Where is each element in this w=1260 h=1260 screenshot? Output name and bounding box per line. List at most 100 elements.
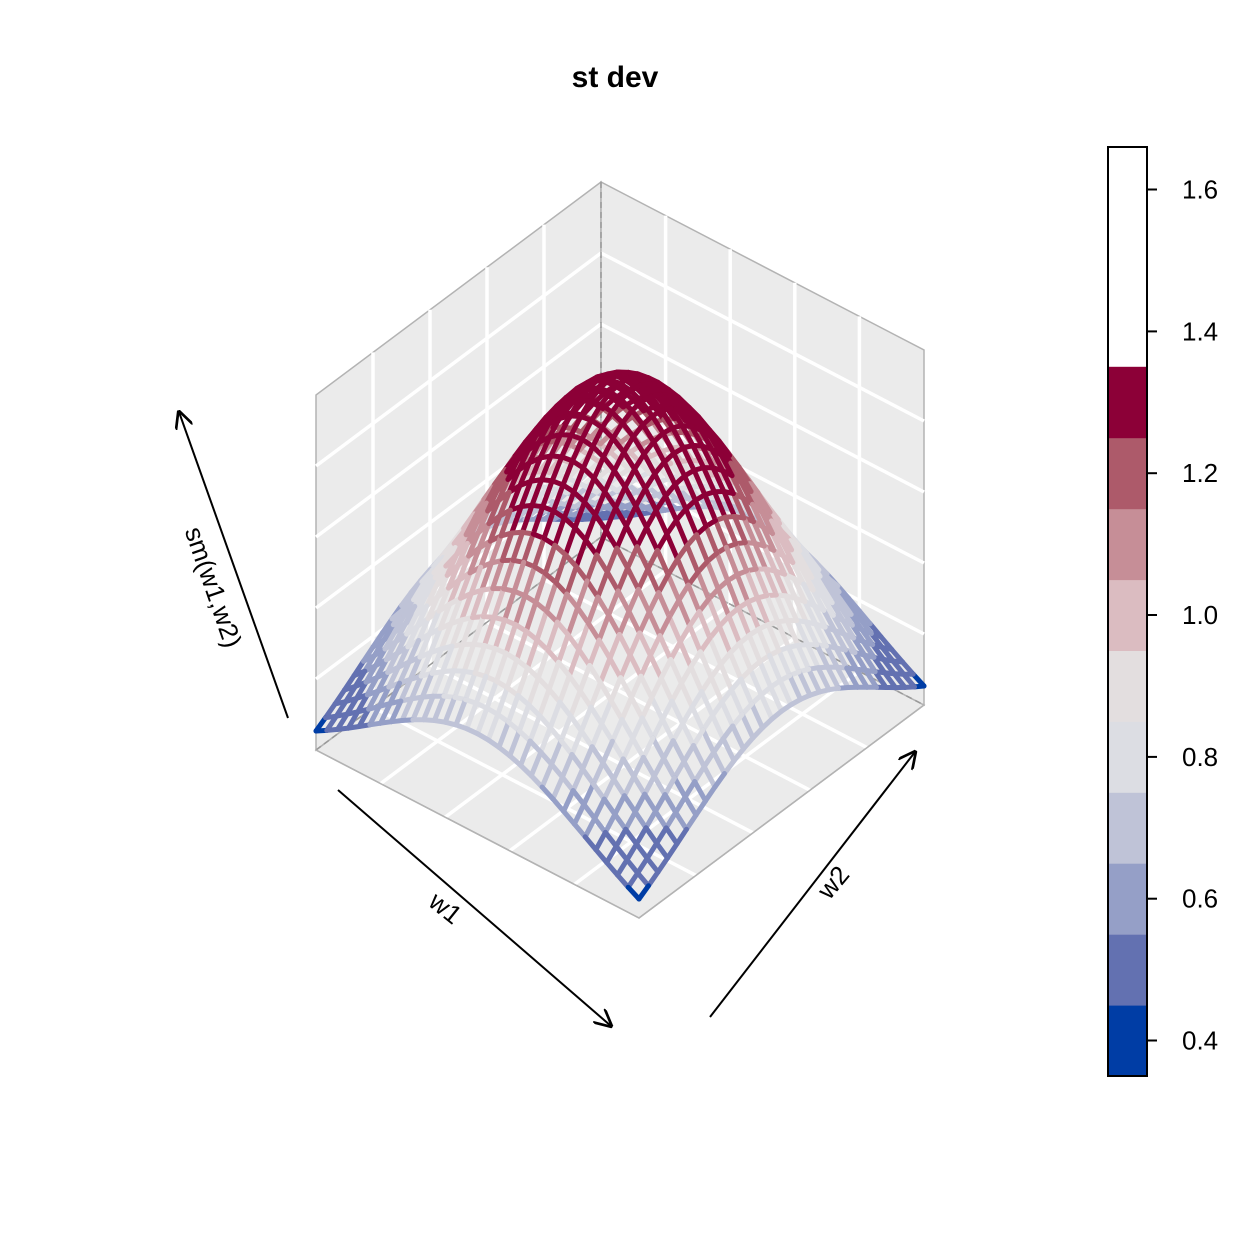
surface-line [550, 774, 565, 802]
surface-line [609, 716, 625, 744]
surface-line [529, 477, 544, 508]
surface-line [597, 680, 614, 704]
surface-line [662, 792, 679, 815]
surface-line [706, 596, 722, 629]
surface-line [600, 738, 615, 766]
surface-line [526, 702, 543, 719]
surface-line [603, 527, 620, 551]
surface-line [554, 619, 571, 638]
surface-line [700, 713, 715, 733]
surface-line [765, 622, 782, 654]
surface-line [561, 808, 577, 827]
surface-line [684, 812, 699, 832]
surface-line [688, 649, 703, 670]
surface-line [568, 713, 584, 734]
surface-line [419, 670, 435, 700]
surface-line [692, 779, 708, 804]
surface-line [639, 715, 656, 741]
surface-line [668, 657, 684, 686]
surface-line [824, 643, 840, 670]
surface-line [589, 402, 604, 423]
surface-line [569, 752, 586, 772]
surface-line [501, 557, 516, 592]
surface-line [725, 578, 741, 611]
surface-line [547, 699, 563, 731]
surface-line [665, 841, 680, 861]
surface-line [539, 453, 554, 483]
surface-line [582, 815, 598, 840]
surface-line [669, 680, 684, 704]
surface-line [795, 642, 812, 672]
surface-line [772, 568, 789, 599]
surface-line [652, 471, 669, 499]
surface-line [721, 489, 738, 519]
surface-line [540, 478, 555, 510]
surface-line [593, 829, 608, 853]
surface-line [591, 475, 608, 495]
surface-line [608, 675, 624, 704]
surface-line [664, 531, 681, 562]
surface-line [623, 809, 638, 832]
surface-line [564, 564, 579, 597]
surface-line [703, 784, 718, 804]
surface-line [688, 664, 705, 695]
color-key-band [1108, 650, 1147, 722]
surface-line [547, 725, 564, 744]
surface-line [626, 586, 641, 614]
surface-line [668, 405, 685, 429]
surface-line [646, 609, 663, 639]
surface-line [607, 655, 624, 681]
surface-line [615, 857, 630, 878]
surface-line [589, 721, 605, 750]
surface-line [588, 680, 603, 710]
surface-line [632, 451, 647, 472]
surface-line [650, 735, 667, 761]
surface-line [533, 571, 548, 605]
surface-line [602, 829, 619, 849]
surface-line [397, 659, 412, 686]
surface-line [485, 711, 501, 743]
surface-line [557, 699, 574, 719]
surface-line [692, 764, 707, 785]
surface-line [674, 826, 689, 847]
surface-line [678, 407, 695, 429]
surface-line [657, 614, 672, 639]
surface-line [587, 637, 602, 668]
floor-grid-line [372, 705, 697, 877]
surface-line [399, 696, 415, 723]
surface-line [638, 673, 655, 701]
surface-line [697, 635, 713, 655]
surface-line [614, 523, 629, 551]
surface-line [571, 821, 588, 840]
surface-line [601, 776, 617, 802]
surface-line [722, 514, 739, 547]
surface-line [537, 434, 553, 461]
surface-line [689, 704, 706, 733]
surface-line [579, 417, 594, 442]
surface-line [633, 486, 648, 509]
surface-line [513, 593, 528, 628]
surface-line [621, 449, 638, 472]
surface-line [556, 459, 572, 478]
surface-line [582, 499, 598, 518]
surface-line [599, 698, 614, 727]
surface-line [718, 661, 734, 693]
surface-line [594, 552, 610, 575]
surface-line [592, 489, 608, 518]
surface-line [722, 758, 737, 776]
surface-line [610, 435, 627, 455]
surface-line [538, 725, 553, 755]
surface-line [601, 796, 618, 817]
surface-line [676, 597, 693, 629]
color-key-tick-label: 0.4 [1182, 1026, 1218, 1056]
surface-line [442, 694, 458, 725]
surface-line [604, 545, 620, 575]
surface-line [775, 619, 791, 650]
surface-line [596, 612, 612, 643]
surface-line [833, 645, 850, 671]
x-axis-arrow [337, 789, 611, 1026]
surface-line [628, 673, 644, 701]
surface-line [599, 409, 615, 431]
surface-line [479, 560, 494, 593]
surface-line [702, 492, 719, 523]
